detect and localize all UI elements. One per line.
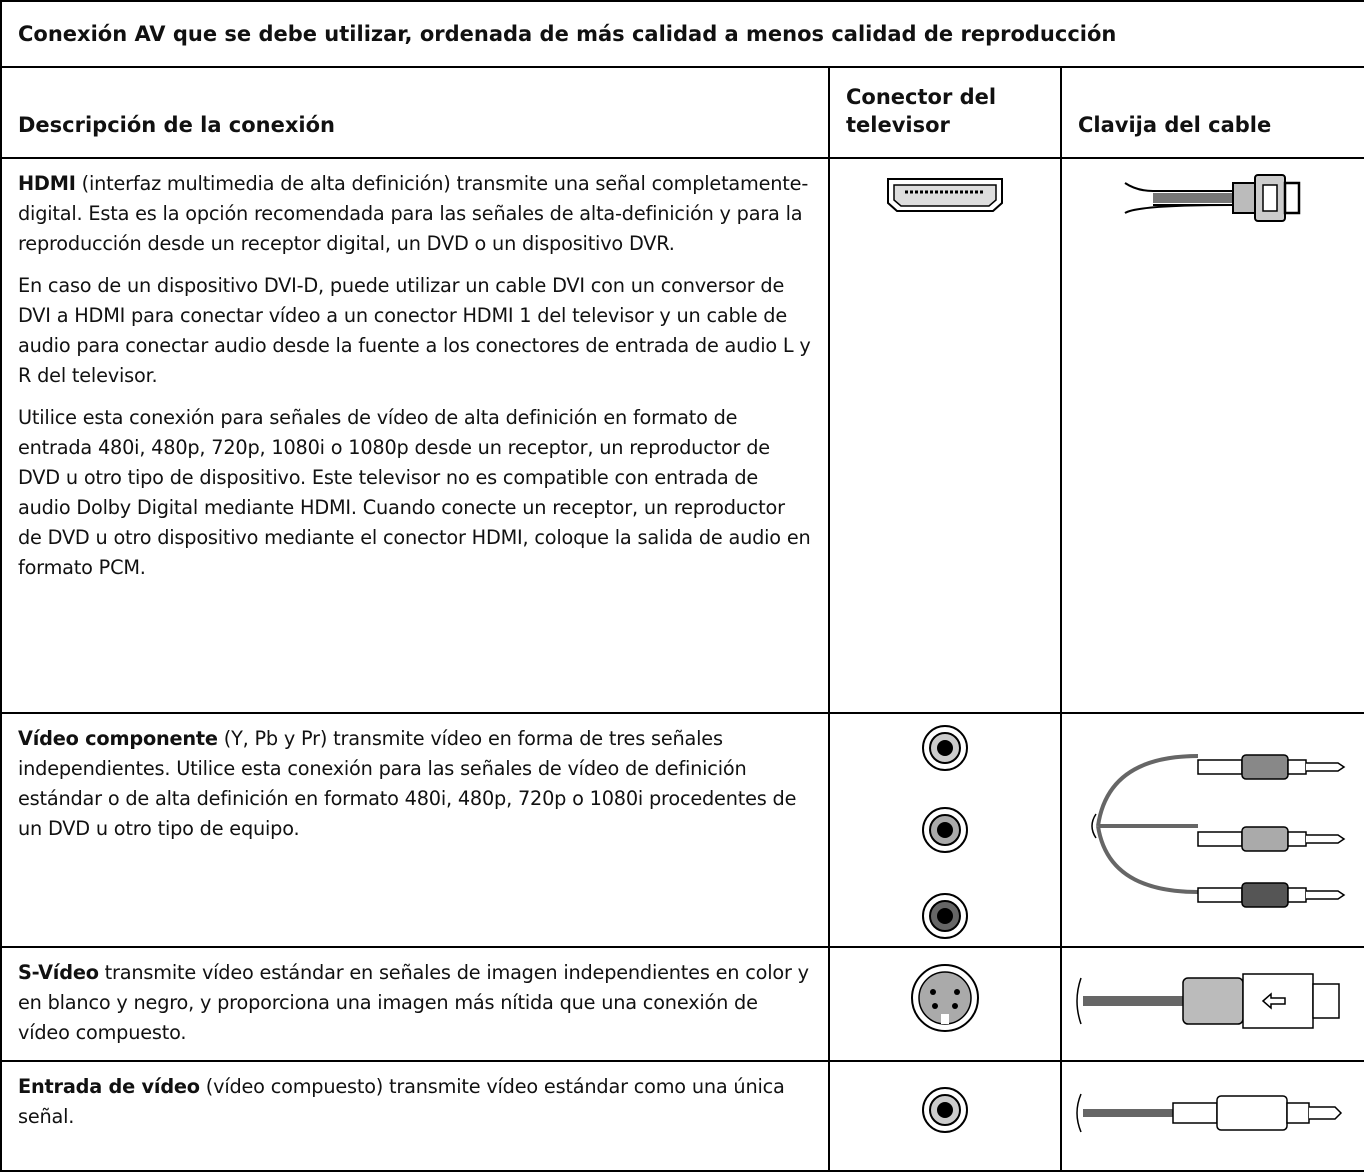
- term: S-Vídeo: [18, 961, 99, 984]
- description-cell: Entrada de vídeo (vídeo compuesto) trans…: [0, 1060, 830, 1172]
- text: (vídeo compuesto) transmite vídeo estánd…: [18, 1075, 785, 1128]
- paragraph: Vídeo componente (Y, Pb y Pr) transmite …: [18, 724, 814, 844]
- paragraph: S-Vídeo transmite vídeo estándar en seña…: [18, 958, 814, 1048]
- column-header: Descripción de la conexión: [0, 66, 830, 159]
- hdmi-connector: [887, 178, 1003, 212]
- connector-cell: [828, 157, 1062, 714]
- term: Vídeo componente: [18, 727, 218, 750]
- cable-cell: [1059, 157, 1364, 714]
- connector-cell: [828, 946, 1062, 1062]
- cable-cell: [1059, 1060, 1364, 1172]
- column-header: Conector del televisor: [828, 66, 1062, 159]
- term: Entrada de vídeo: [18, 1075, 200, 1098]
- cable-cell: [1059, 946, 1364, 1062]
- paragraph: Entrada de vídeo (vídeo compuesto) trans…: [18, 1072, 814, 1132]
- connector-cell: [828, 1060, 1062, 1172]
- column-header: Clavija del cable: [1059, 66, 1364, 159]
- hdmi-cable: [1124, 174, 1301, 222]
- composite-cable: [1076, 1093, 1343, 1133]
- description-cell: S-Vídeo transmite vídeo estándar en seña…: [0, 946, 830, 1062]
- component-connectors: [922, 725, 968, 939]
- paragraph: HDMI (interfaz multimedia de alta defini…: [18, 169, 814, 259]
- text: (Y, Pb y Pr) transmite vídeo en forma de…: [18, 727, 797, 840]
- table-title: Conexión AV que se debe utilizar, ordena…: [0, 0, 1364, 68]
- component-cable: [1091, 754, 1346, 908]
- connector-cell: [828, 712, 1062, 948]
- text: (interfaz multimedia de alta definición)…: [18, 172, 809, 255]
- s-video-connector: [911, 964, 979, 1032]
- paragraph: En caso de un dispositivo DVI-D, puede u…: [18, 274, 811, 387]
- paragraph: Utilice esta conexión para señales de ví…: [18, 406, 811, 579]
- description-cell: Vídeo componente (Y, Pb y Pr) transmite …: [0, 712, 830, 948]
- composite-connector: [922, 1087, 968, 1133]
- description-cell: HDMI (interfaz multimedia de alta defini…: [0, 157, 830, 714]
- cable-cell: [1059, 712, 1364, 948]
- term: HDMI: [18, 172, 76, 195]
- text: transmite vídeo estándar en señales de i…: [18, 961, 809, 1044]
- s-video-cable: [1076, 973, 1340, 1029]
